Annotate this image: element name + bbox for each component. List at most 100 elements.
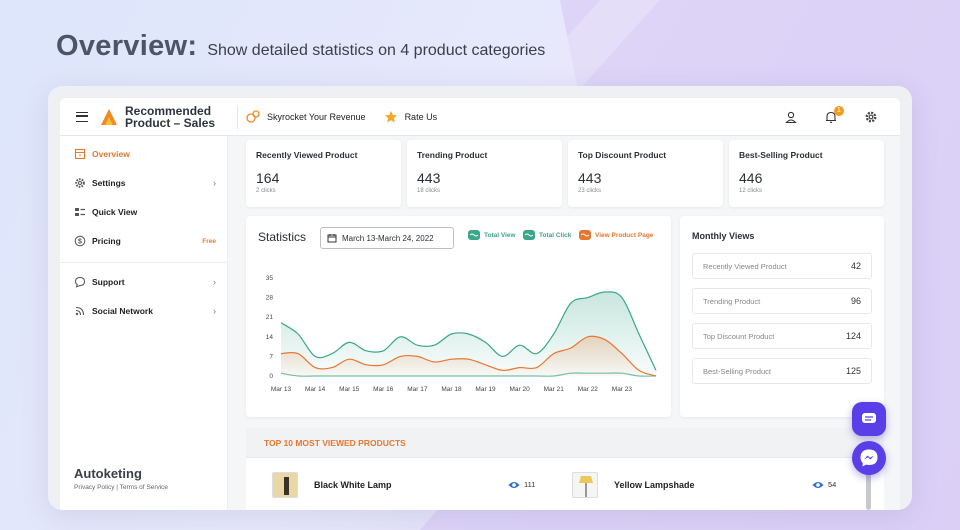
product-name: Yellow Lampshade <box>614 480 695 490</box>
app-logo-icon <box>101 108 117 125</box>
rate-us-link[interactable]: Rate Us <box>384 110 437 124</box>
monthly-row-value: 42 <box>850 261 861 271</box>
rss-icon <box>74 305 86 317</box>
eye-icon <box>508 481 520 488</box>
stat-clicks: 23 clicks <box>578 188 602 194</box>
live-chat-button[interactable] <box>852 402 886 436</box>
monthly-row-value: 124 <box>845 331 861 341</box>
stat-card-best-selling[interactable]: Best-Selling Product 446 12 clicks <box>729 140 884 207</box>
x-tick-label: Mar 17 <box>407 386 428 393</box>
statistics-chart: 0 7 14 21 28 35 Mar 13 Mar 14 Mar 15 Mar 16 Mar 17… <box>266 275 657 393</box>
sidebar-footer: Autoketing Privacy Policy | Terms of Ser… <box>74 466 168 491</box>
stat-title: Trending Product <box>417 150 488 160</box>
y-tick-label: 7 <box>269 353 273 360</box>
sidebar-item-settings[interactable]: Settings › <box>74 173 216 193</box>
date-range-picker[interactable]: March 13-March 24, 2022 <box>320 227 454 249</box>
sidebar-item-social-network[interactable]: Social Network › <box>74 301 216 321</box>
sidebar-item-pricing[interactable]: $ Pricing Free <box>74 231 216 251</box>
statistics-card: Statistics March 13-March 24, 2022 Total… <box>246 216 671 417</box>
monthly-row-label: Recently Viewed Product <box>703 261 787 271</box>
sidebar-item-label: Quick View <box>92 207 138 217</box>
monthly-row[interactable]: Best-Selling Product 125 <box>692 358 872 384</box>
stat-card-top-discount[interactable]: Top Discount Product 443 23 clicks <box>568 140 723 207</box>
eye-icon <box>812 481 824 488</box>
sidebar-item-support[interactable]: Support › <box>74 272 216 292</box>
product-item[interactable]: Black White Lamp <box>272 472 392 498</box>
product-thumbnail <box>272 472 298 498</box>
app-window: Recommended Product – Sales Skyrocket Yo… <box>60 98 900 510</box>
notification-bell-icon[interactable]: 1 <box>824 105 844 124</box>
messenger-icon <box>860 449 878 467</box>
stat-value: 443 <box>417 170 441 186</box>
legend-label: View Product Page <box>595 231 654 239</box>
dollar-icon: $ <box>74 235 86 247</box>
stat-value: 164 <box>256 170 280 186</box>
sidebar-item-overview[interactable]: Overview <box>74 144 216 164</box>
monthly-row[interactable]: Trending Product 96 <box>692 288 872 314</box>
sidebar-item-label: Pricing <box>92 236 121 246</box>
brand-line-2: Product – Sales <box>125 115 216 130</box>
monthly-row[interactable]: Recently Viewed Product 42 <box>692 253 872 279</box>
top10-heading: TOP 10 MOST VIEWED PRODUCTS <box>246 428 884 458</box>
product-item[interactable]: Yellow Lampshade <box>572 472 695 498</box>
messenger-button[interactable] <box>852 441 886 475</box>
footer-brand: Autoketing <box>74 466 142 481</box>
product-view-count: 111 <box>524 480 536 489</box>
gear-icon <box>74 177 86 189</box>
stat-card-recently-viewed[interactable]: Recently Viewed Product 164 2 clicks <box>246 140 401 207</box>
y-tick-label: 21 <box>266 314 274 321</box>
y-tick-label: 0 <box>269 373 273 380</box>
chevron-right-icon: › <box>213 306 216 316</box>
monthly-row-label: Top Discount Product <box>703 331 775 341</box>
monthly-row-label: Trending Product <box>703 296 761 306</box>
headline-title: Overview: <box>56 30 198 62</box>
hamburger-menu-icon[interactable] <box>76 111 88 122</box>
app-brand: Recommended Product – Sales <box>125 105 221 129</box>
user-account-icon[interactable] <box>784 110 798 124</box>
legend-total-view[interactable]: Total View <box>468 230 516 240</box>
top10-products-panel: TOP 10 MOST VIEWED PRODUCTS Black White … <box>246 428 884 510</box>
stat-clicks: 18 clicks <box>417 188 441 194</box>
date-range-value: March 13-March 24, 2022 <box>342 233 434 243</box>
x-tick-label: Mar 15 <box>339 386 360 393</box>
legend-swatch-icon <box>468 230 480 240</box>
sidebar-item-quick-view[interactable]: Quick View <box>74 202 216 222</box>
monthly-row[interactable]: Top Discount Product 124 <box>692 323 872 349</box>
notification-badge: 1 <box>834 105 844 116</box>
scrollbar-thumb[interactable] <box>866 472 871 510</box>
free-badge: Free <box>202 237 216 245</box>
divider <box>237 104 238 129</box>
x-tick-label: Mar 22 <box>578 386 599 393</box>
statistics-title: Statistics <box>258 230 307 244</box>
product-name: Black White Lamp <box>314 480 392 490</box>
x-tick-label: Mar 13 <box>271 386 292 393</box>
legend-view-product-page[interactable]: View Product Page <box>579 230 653 240</box>
sidebar-item-label: Settings <box>92 178 126 188</box>
skyrocket-revenue-label: Skyrocket Your Revenue <box>267 111 366 122</box>
brand-line-1: Recommended <box>125 103 212 118</box>
calendar-icon <box>327 234 337 243</box>
x-tick-label: Mar 18 <box>441 386 462 393</box>
star-icon <box>384 110 398 124</box>
storefront-icon <box>74 148 86 160</box>
monthly-row-value: 96 <box>850 296 861 306</box>
sidebar-item-label: Social Network <box>92 306 153 316</box>
y-tick-label: 35 <box>266 275 274 282</box>
footer-links[interactable]: Privacy Policy | Terms of Service <box>74 484 169 491</box>
product-thumbnail <box>572 472 598 498</box>
legend-label: Total View <box>484 231 516 239</box>
top-bar: Recommended Product – Sales Skyrocket Yo… <box>60 98 900 136</box>
app-window-frame: Recommended Product – Sales Skyrocket Yo… <box>48 86 912 510</box>
headline-subtitle: Show detailed statistics on 4 product ca… <box>207 42 546 59</box>
x-tick-label: Mar 21 <box>544 386 565 393</box>
stat-card-trending[interactable]: Trending Product 443 18 clicks <box>407 140 562 207</box>
legend-swatch-icon <box>579 230 591 240</box>
chevron-right-icon: › <box>213 178 216 188</box>
sidebar-divider <box>60 262 228 263</box>
settings-gear-icon[interactable] <box>864 110 878 124</box>
legend-total-click[interactable]: Total Click <box>523 230 571 240</box>
stat-value: 446 <box>739 170 763 186</box>
product-views: 54 <box>812 480 836 489</box>
y-tick-label: 14 <box>266 334 274 341</box>
skyrocket-revenue-link[interactable]: Skyrocket Your Revenue <box>246 109 366 124</box>
